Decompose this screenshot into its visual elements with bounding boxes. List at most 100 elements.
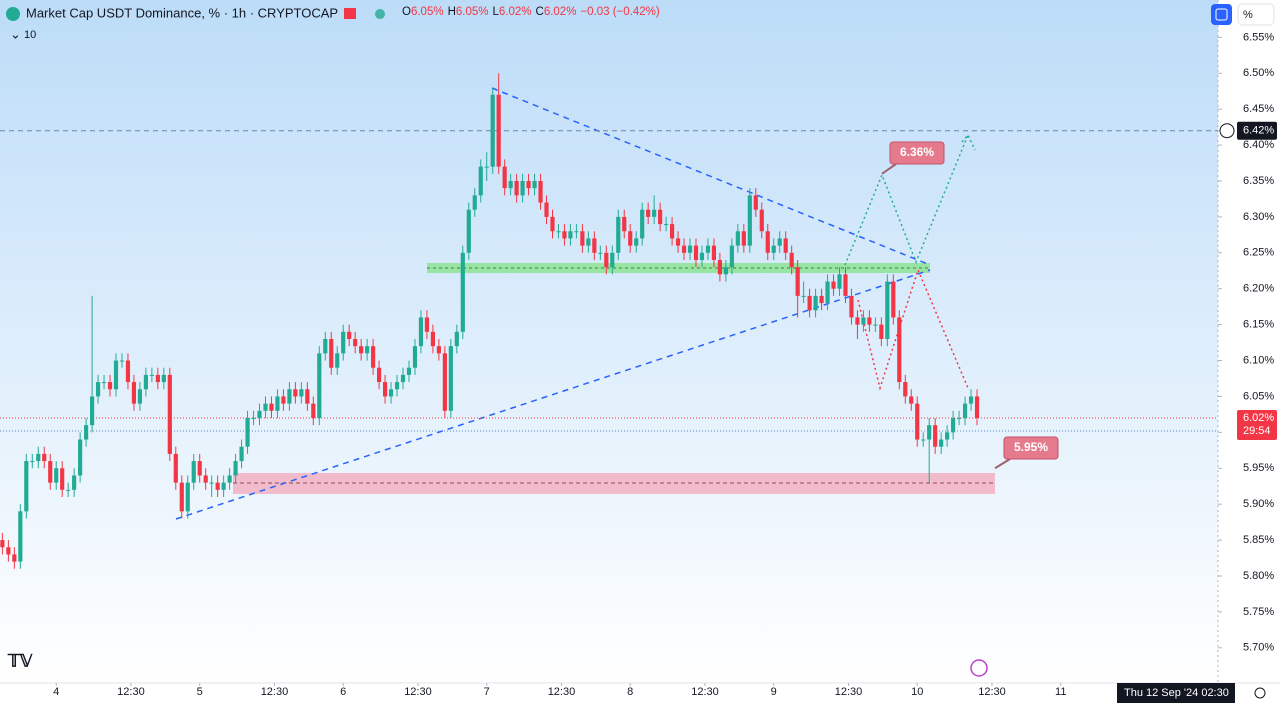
- candle-body: [669, 224, 675, 239]
- price-axis-background: [1218, 0, 1280, 683]
- candle-body: [149, 374, 154, 376]
- candle-body: [173, 453, 178, 483]
- candle-body: [239, 446, 244, 462]
- y-tick-label: 5.75%: [1243, 606, 1274, 618]
- candle-body: [574, 231, 579, 233]
- candle-body: [197, 461, 202, 476]
- candle-body: [78, 439, 83, 476]
- candle-body: [442, 353, 447, 411]
- candle-body: [490, 94, 495, 167]
- candle-body: [951, 417, 956, 433]
- candle-body: [269, 403, 274, 411]
- status-dot: [375, 9, 385, 19]
- candle-body: [705, 245, 711, 253]
- trend-line: [491, 87, 931, 266]
- candle-body: [257, 410, 262, 418]
- last-price-label: 6.02%: [1243, 412, 1274, 424]
- candle-body: [418, 317, 424, 347]
- collapse-icon[interactable]: ⌄: [10, 26, 21, 41]
- candle-body: [72, 475, 77, 490]
- candle-body: [60, 468, 65, 490]
- candle-body: [921, 439, 926, 441]
- candle-body: [646, 209, 651, 217]
- candle-body: [448, 346, 453, 411]
- candle-body: [855, 317, 860, 325]
- candle-body: [400, 374, 406, 383]
- y-tick-label: 5.70%: [1243, 642, 1274, 654]
- candle-body: [113, 360, 119, 390]
- candle-body: [215, 482, 220, 490]
- candle-body: [478, 166, 483, 196]
- candle-body: [412, 346, 418, 368]
- candle-body: [962, 403, 968, 418]
- x-tick-label: 5: [197, 686, 203, 698]
- y-tick-label: 6.55%: [1243, 31, 1274, 43]
- x-tick-label: 12:30: [404, 686, 432, 698]
- candle-body: [394, 382, 400, 390]
- candle-body: [299, 389, 304, 397]
- candle-body: [143, 374, 148, 390]
- y-tick-label: 6.50%: [1243, 67, 1274, 79]
- candle-body: [628, 231, 633, 246]
- candle-body: [119, 360, 125, 362]
- candle-body: [185, 482, 190, 512]
- candle-body: [36, 453, 41, 462]
- candle-body: [759, 209, 764, 232]
- y-tick-label: 6.05%: [1243, 390, 1274, 402]
- candle-body: [137, 389, 143, 404]
- candle-body: [968, 396, 974, 404]
- y-tick-label: 6.40%: [1243, 139, 1274, 151]
- candle-body: [155, 374, 160, 383]
- candle-body: [167, 374, 172, 454]
- candle-body: [729, 245, 734, 268]
- time-label: Thu 12 Sep '24 02:30: [1124, 687, 1229, 699]
- crosshair-plus: [1219, 123, 1235, 139]
- candle-body: [131, 382, 137, 404]
- candle-body: [466, 209, 471, 253]
- candle-body: [24, 461, 29, 512]
- unit-button[interactable]: [1237, 3, 1275, 26]
- ohlc-value: 6.05%: [410, 6, 444, 18]
- settings-icon[interactable]: [1254, 687, 1266, 699]
- x-tick-label: 9: [771, 686, 777, 698]
- flag-icon: [344, 8, 356, 19]
- toolbar-button[interactable]: [1211, 4, 1232, 25]
- candle-body: [520, 180, 525, 196]
- candle-body: [765, 231, 770, 253]
- candle-body: [6, 547, 11, 555]
- x-tick-label: 12:30: [835, 686, 863, 698]
- x-tick-label: 12:30: [261, 686, 289, 698]
- y-tick-label: 5.85%: [1243, 534, 1274, 546]
- candle-body: [831, 281, 836, 289]
- ohlc-key: O: [402, 6, 411, 18]
- candle-body: [634, 238, 639, 246]
- flash-icon[interactable]: [970, 659, 988, 677]
- candle-body: [347, 331, 352, 339]
- candle-body: [472, 195, 477, 210]
- candle-body: [526, 180, 531, 189]
- candle-body: [281, 396, 286, 404]
- annotation-box: [1003, 436, 1059, 460]
- x-tick-label: 6: [340, 686, 346, 698]
- annotation-pointer: [994, 458, 1011, 470]
- time-axis-background: [0, 683, 1280, 704]
- symbol-icon: [6, 7, 20, 21]
- candle-body: [365, 346, 370, 354]
- candle-body: [209, 482, 214, 484]
- candle-body: [885, 281, 890, 339]
- candle-body: [484, 166, 489, 168]
- crosshair-tag: [1237, 121, 1277, 140]
- annotation-label: 5.95%: [1014, 440, 1048, 454]
- candle-body: [436, 346, 441, 354]
- y-tick-label: 5.80%: [1243, 570, 1274, 582]
- header: Market Cap USDT Dominance, % · 1h · CRYP…: [6, 3, 1275, 41]
- candle-body: [54, 468, 59, 483]
- candle-body: [454, 331, 459, 347]
- candle-body: [861, 317, 866, 325]
- candle-body: [974, 396, 980, 418]
- candle-body: [514, 180, 519, 196]
- time-tag: [1117, 683, 1235, 703]
- candle-body: [807, 295, 812, 311]
- projection-path: [857, 267, 969, 391]
